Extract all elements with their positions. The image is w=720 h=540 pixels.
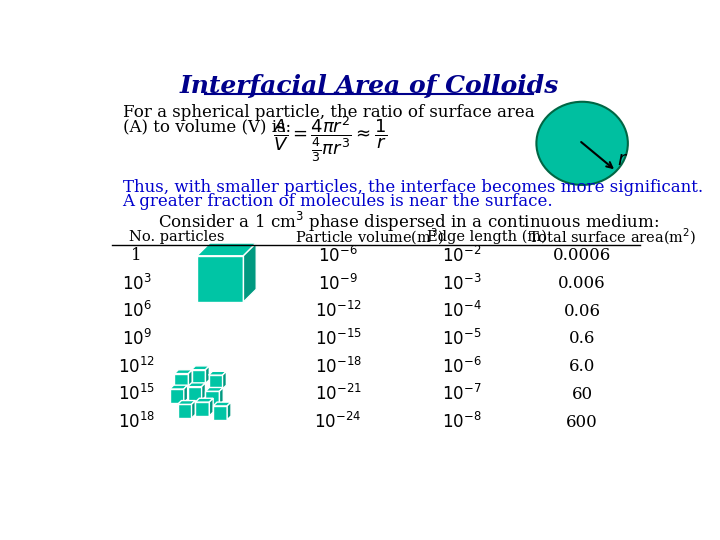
Polygon shape [188,383,205,387]
Text: $10^{-6}$: $10^{-6}$ [318,246,358,266]
Ellipse shape [536,102,628,185]
Text: 1: 1 [131,247,142,264]
Text: 0.006: 0.006 [558,275,606,292]
Text: 6.0: 6.0 [569,358,595,375]
Text: 60: 60 [572,386,593,403]
Polygon shape [189,370,192,387]
Text: For a spherical particle, the ratio of surface area: For a spherical particle, the ratio of s… [122,104,534,121]
Polygon shape [192,366,210,370]
Polygon shape [243,243,256,302]
Polygon shape [174,374,189,387]
Text: Particle volume(m$^3$): Particle volume(m$^3$) [295,227,445,247]
Polygon shape [188,387,202,401]
Polygon shape [209,375,222,389]
Polygon shape [213,402,231,406]
Text: $10^{-3}$: $10^{-3}$ [442,273,482,294]
Polygon shape [202,383,205,401]
Text: 0.0006: 0.0006 [553,247,611,264]
Text: $10^{-9}$: $10^{-9}$ [318,273,358,294]
Polygon shape [178,401,195,404]
Polygon shape [195,398,213,402]
Polygon shape [170,385,188,389]
Text: $10^{18}$: $10^{18}$ [118,412,155,432]
Text: $10^{-7}$: $10^{-7}$ [442,384,482,404]
Text: No. particles: No. particles [129,230,224,244]
Text: $10^{-24}$: $10^{-24}$ [315,412,361,432]
Polygon shape [174,370,192,374]
Text: 600: 600 [566,414,598,430]
Polygon shape [192,370,205,383]
Text: (A) to volume (V) is:: (A) to volume (V) is: [122,118,291,135]
Text: $10^{15}$: $10^{15}$ [118,384,155,404]
Text: Edge length (m): Edge length (m) [427,230,547,245]
Text: $10^{-12}$: $10^{-12}$ [315,301,361,321]
Text: r: r [618,150,626,169]
Polygon shape [192,401,195,418]
Polygon shape [209,372,226,375]
Polygon shape [197,256,243,302]
Text: $\dfrac{A}{V} = \dfrac{4\pi r^{2}}{\frac{4}{3}\pi r^{3}} \approx \dfrac{1}{r}$: $\dfrac{A}{V} = \dfrac{4\pi r^{2}}{\frac… [273,114,387,164]
Polygon shape [222,372,226,389]
Polygon shape [197,243,256,256]
Text: $10^{12}$: $10^{12}$ [118,356,155,377]
Text: 0.6: 0.6 [569,330,595,347]
Polygon shape [213,406,228,420]
Text: Total surface area(m$^2$): Total surface area(m$^2$) [528,227,696,247]
Polygon shape [205,392,220,405]
Text: $10^{-21}$: $10^{-21}$ [315,384,361,404]
Polygon shape [228,402,231,420]
Polygon shape [170,389,184,403]
Text: $10^{-2}$: $10^{-2}$ [442,246,482,266]
Polygon shape [210,398,213,416]
Text: 0.06: 0.06 [564,303,600,320]
Text: $10^{-8}$: $10^{-8}$ [442,412,482,432]
Text: $10^{-15}$: $10^{-15}$ [315,329,361,349]
Text: Interfacial Area of Colloids: Interfacial Area of Colloids [179,75,559,98]
Polygon shape [195,402,210,416]
Polygon shape [220,388,223,405]
Text: $10^{9}$: $10^{9}$ [122,329,151,349]
Text: $10^{6}$: $10^{6}$ [122,301,151,321]
Polygon shape [205,388,223,392]
Text: Consider a 1 cm$^3$ phase dispersed in a continuous medium:: Consider a 1 cm$^3$ phase dispersed in a… [158,210,660,234]
Text: $10^{-18}$: $10^{-18}$ [315,356,361,377]
Text: A greater fraction of molecules is near the surface.: A greater fraction of molecules is near … [122,193,553,211]
Text: $10^{3}$: $10^{3}$ [122,273,151,294]
Text: $10^{-6}$: $10^{-6}$ [442,356,482,377]
Text: $10^{-5}$: $10^{-5}$ [442,329,482,349]
Polygon shape [184,385,188,403]
Text: $10^{-4}$: $10^{-4}$ [442,301,482,321]
Polygon shape [205,366,210,383]
Text: Thus, with smaller particles, the interface becomes more significant.: Thus, with smaller particles, the interf… [122,179,703,197]
Polygon shape [178,404,192,418]
